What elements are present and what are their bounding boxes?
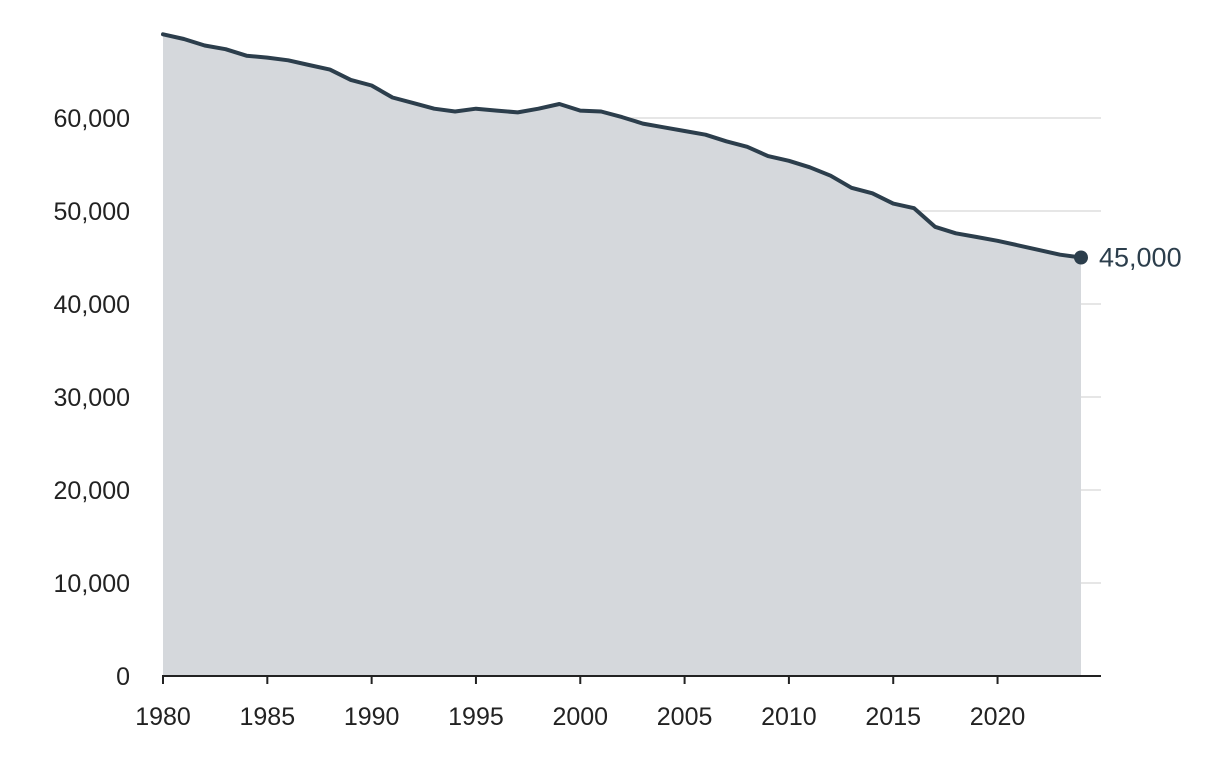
y-tick-label: 60,000 [54,105,130,133]
x-tick-label: 2005 [657,703,713,731]
x-tick-label: 2020 [970,703,1026,731]
y-tick-label: 40,000 [54,291,130,319]
x-tick-label: 1995 [448,703,504,731]
x-tick-label: 2010 [761,703,817,731]
y-tick-label: 0 [116,663,130,691]
y-tick-label: 50,000 [54,198,130,226]
x-axis-ticks: 1980 1985 1990 1995 2000 2005 2010 2015 2020 [135,676,1025,731]
x-tick-label: 1985 [240,703,296,731]
y-tick-label: 20,000 [54,477,130,505]
x-tick-label: 2000 [552,703,608,731]
end-value-label: 45,000 [1099,243,1182,273]
area-fill [163,34,1081,677]
x-tick-label: 1980 [135,703,191,731]
x-tick-label: 1990 [344,703,400,731]
end-point-marker [1074,250,1088,265]
y-tick-label: 30,000 [54,384,130,412]
series-line [161,32,1083,260]
x-tick-label: 2015 [865,703,921,731]
y-axis-ticks: 0 10,000 20,000 30,000 40,000 50,000 60,000 [54,105,130,691]
y-tick-label: 10,000 [54,570,130,598]
